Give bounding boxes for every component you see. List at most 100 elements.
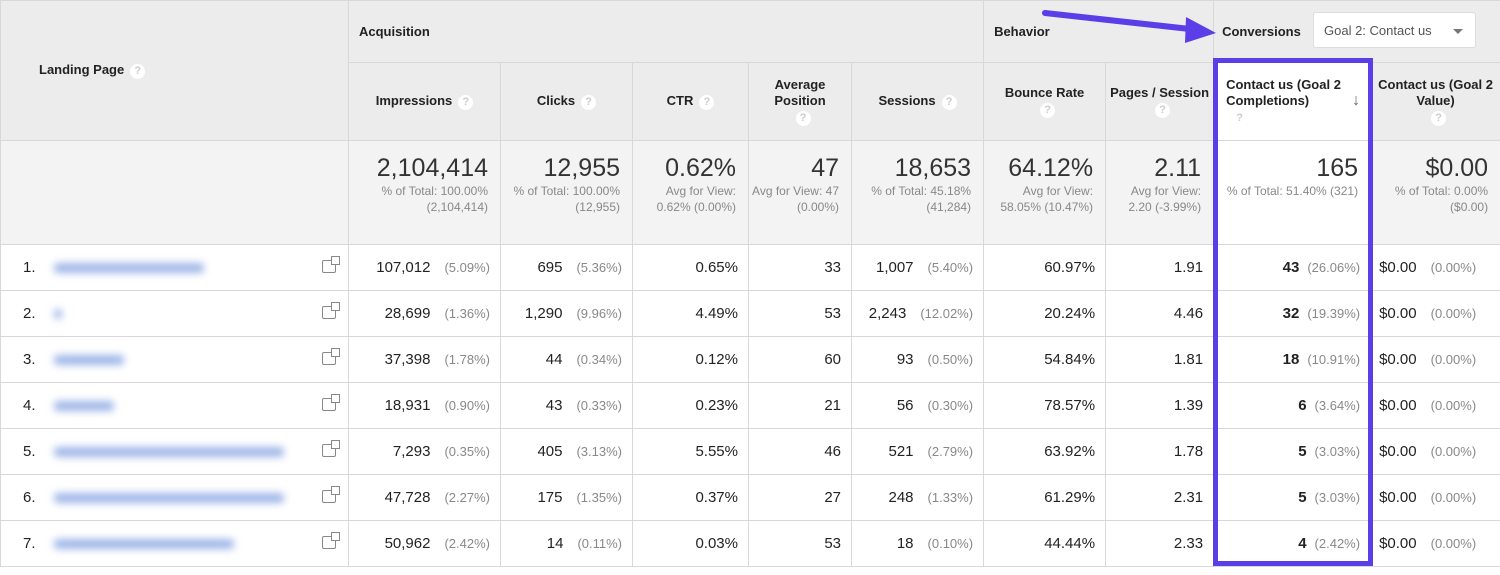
open-link-icon[interactable]: [322, 486, 340, 503]
behavior-group: Behavior: [983, 0, 1215, 63]
sessions-cell: 1,007 (5.40%): [850, 244, 985, 291]
acquisition-group: Acquisition: [347, 0, 985, 63]
column-header-2[interactable]: CTR?: [632, 62, 749, 141]
impressions-cell: 7,293 (0.35%): [348, 428, 501, 475]
bounce-rate-cell: 54.84%: [983, 336, 1107, 383]
sessions-cell: 93 (0.50%): [850, 336, 985, 383]
help-icon[interactable]: ?: [1155, 102, 1171, 118]
help-icon[interactable]: ?: [1040, 102, 1056, 118]
impressions-cell: 47,728 (2.27%): [348, 474, 501, 521]
ctr-cell: 0.37%: [632, 474, 749, 521]
position-cell: 60: [748, 336, 852, 383]
landing-page-link[interactable]: [53, 401, 114, 412]
bounce-rate-cell: 78.57%: [983, 382, 1107, 429]
open-link-icon[interactable]: [322, 440, 340, 457]
help-icon[interactable]: ?: [1431, 110, 1447, 126]
impressions-cell: 37,398 (1.78%): [348, 336, 501, 383]
table-row: 5. 7,293 (0.35%) 405 (3.13%) 5.55% 46 521(…: [0, 428, 1500, 475]
open-link-icon[interactable]: [322, 256, 340, 273]
totals-label: [0, 140, 349, 245]
caret-down-icon: [1453, 29, 1463, 34]
landing-page-cell[interactable]: 4.: [0, 382, 349, 429]
goal-completions-cell: 5 (3.03%): [1213, 474, 1372, 521]
sessions-cell: 521 (2.79%): [850, 428, 985, 475]
table-row: 4. 18,931 (0.90%) 43 (0.33%) 0.23% 21 56 (0…: [0, 382, 1500, 429]
sort-descending-icon[interactable]: ↓: [1352, 92, 1361, 109]
clicks-cell: 44 (0.34%): [500, 336, 633, 383]
column-header-4[interactable]: Sessions?: [850, 62, 985, 141]
position-cell: 53: [748, 290, 852, 337]
landing-page-cell[interactable]: 6.: [0, 474, 349, 521]
open-link-icon[interactable]: [322, 348, 340, 365]
help-icon[interactable]: ?: [1232, 110, 1248, 126]
landing-page-cell[interactable]: 3.: [0, 336, 349, 383]
pages-session-cell: 4.46: [1105, 290, 1215, 337]
landing-page-cell[interactable]: 7.: [0, 520, 349, 567]
ctr-cell: 0.65%: [632, 244, 749, 291]
impressions-cell: 107,012 (5.09%): [348, 244, 501, 291]
bounce-rate-cell: 63.92%: [983, 428, 1107, 475]
column-header-8[interactable]: Contact us (Goal 2 Value)?: [1370, 62, 1500, 141]
open-link-icon[interactable]: [322, 302, 340, 319]
help-icon[interactable]: ?: [130, 63, 146, 79]
annotation-arrow-icon: [1042, 10, 1216, 43]
total-cell: $0.00% of Total: 0.00% ($0.00): [1370, 140, 1500, 245]
total-cell: 12,955% of Total: 100.00% (12,955): [500, 140, 633, 245]
landing-page-cell[interactable]: 5.: [0, 428, 349, 475]
landing-page-cell[interactable]: 1.: [0, 244, 349, 291]
ctr-cell: 5.55%: [632, 428, 749, 475]
help-icon[interactable]: ?: [458, 94, 474, 110]
goal-value-cell: $0.00 (0.00%): [1370, 244, 1500, 291]
landing-page-link[interactable]: [53, 355, 124, 366]
column-header-3[interactable]: Average Position?: [748, 62, 852, 141]
table-row: 7. 50,962 (2.42%) 14 (0.11%) 0.03% 53 18 (0…: [0, 520, 1500, 567]
help-icon[interactable]: ?: [699, 94, 715, 110]
open-link-icon[interactable]: [322, 532, 340, 549]
total-cell: 47 Avg for View: 47 (0.00%): [748, 140, 852, 245]
pages-session-cell: 2.33: [1105, 520, 1215, 567]
total-cell: 0.62% Avg for View: 0.62% (0.00%): [632, 140, 749, 245]
goal-completions-cell: 5 (3.03%): [1213, 428, 1372, 475]
clicks-cell: 695 (5.36%): [500, 244, 633, 291]
pages-session-cell: 1.91: [1105, 244, 1215, 291]
pages-session-cell: 1.78: [1105, 428, 1215, 475]
sessions-cell: 248 (1.33%): [850, 474, 985, 521]
sessions-cell: 56 (0.30%): [850, 382, 985, 429]
column-header-5[interactable]: Bounce Rate?: [983, 62, 1107, 141]
pages-session-cell: 1.81: [1105, 336, 1215, 383]
totals-row: 2,104,414% of Total: 100.00% (2,104,414)…: [0, 140, 1500, 245]
bounce-rate-cell: 60.97%: [983, 244, 1107, 291]
column-header-0[interactable]: Impressions?: [348, 62, 501, 141]
landing-page-link[interactable]: [53, 447, 284, 458]
goal-completions-cell: 18 (10.91%): [1213, 336, 1372, 383]
ctr-cell: 0.12%: [632, 336, 749, 383]
help-icon[interactable]: ?: [581, 94, 597, 110]
goal-completions-cell: 43 (26.06%): [1213, 244, 1372, 291]
column-header-6[interactable]: Pages / Session?: [1105, 62, 1215, 141]
landing-page-link[interactable]: [53, 539, 234, 550]
sessions-cell: 2,243 (12.02%): [850, 290, 985, 337]
position-cell: 21: [748, 382, 852, 429]
landing-page-header[interactable]: Landing Page?: [0, 0, 349, 141]
clicks-cell: 1,290 (9.96%): [500, 290, 633, 337]
open-link-icon[interactable]: [322, 394, 340, 411]
clicks-cell: 175 (1.35%): [500, 474, 633, 521]
landing-page-link[interactable]: [53, 309, 62, 320]
table-row: 6. 47,728 (2.27%) 175 (1.35%) 0.37% 27 248…: [0, 474, 1500, 521]
total-cell: 165% of Total: 51.40% (321): [1213, 140, 1372, 245]
bounce-rate-cell: 20.24%: [983, 290, 1107, 337]
help-icon[interactable]: ?: [795, 110, 811, 126]
landing-page-link[interactable]: [53, 263, 204, 274]
landing-page-link[interactable]: [53, 493, 284, 504]
landing-page-cell[interactable]: 2.: [0, 290, 349, 337]
help-icon[interactable]: ?: [941, 94, 957, 110]
pages-session-cell: 1.39: [1105, 382, 1215, 429]
goal-value-cell: $0.00 (0.00%): [1370, 474, 1500, 521]
total-cell: 18,653% of Total: 45.18% (41,284): [850, 140, 985, 245]
goal-select-dropdown[interactable]: Goal 2: Contact us: [1313, 12, 1476, 48]
column-header-1[interactable]: Clicks?: [500, 62, 633, 141]
position-cell: 46: [748, 428, 852, 475]
goal-completions-cell: 4 (2.42%): [1213, 520, 1372, 567]
position-cell: 27: [748, 474, 852, 521]
column-header-7[interactable]: Contact us (Goal 2 Completions)? ↓: [1213, 62, 1372, 141]
